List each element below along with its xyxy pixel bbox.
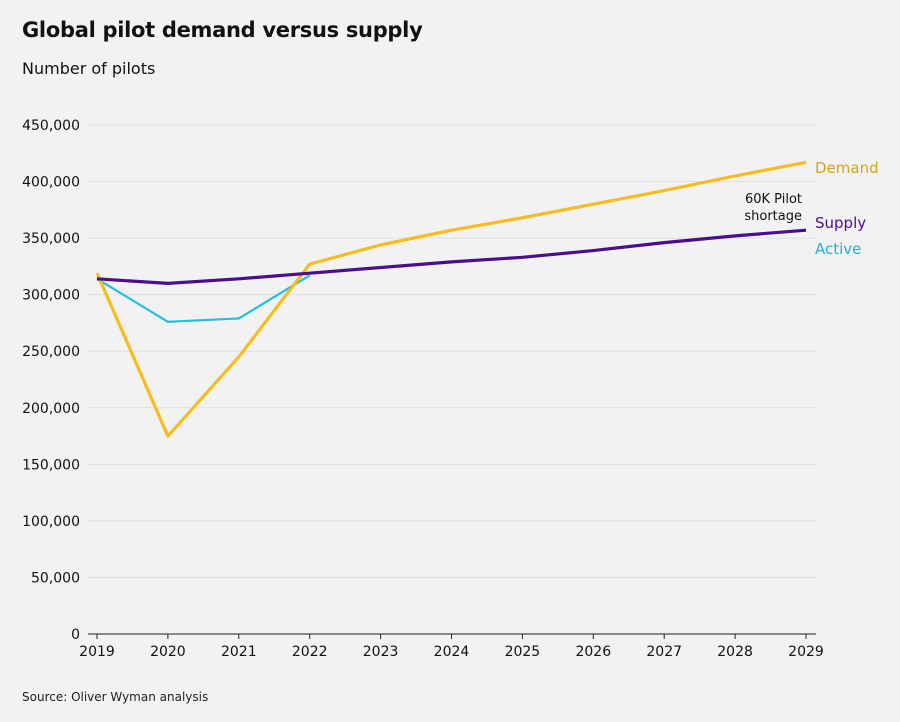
- y-tick-label: 400,000: [22, 175, 80, 191]
- annotation-line1: 60K Pilot: [745, 192, 802, 207]
- x-tick-label: 2023: [363, 644, 399, 660]
- chart-title: Global pilot demand versus supply: [22, 18, 423, 42]
- y-tick-label: 300,000: [22, 288, 80, 304]
- annotation-line2: shortage: [744, 209, 802, 224]
- chart-subtitle: Number of pilots: [22, 59, 156, 78]
- x-tick-label: 2024: [434, 644, 470, 660]
- y-tick-label: 150,000: [22, 457, 80, 473]
- y-tick-label: 250,000: [22, 344, 80, 360]
- y-tick-label: 50,000: [31, 570, 80, 586]
- x-tick-label: 2027: [646, 644, 682, 660]
- x-tick-label: 2019: [79, 644, 115, 660]
- source-note: Source: Oliver Wyman analysis: [22, 690, 209, 704]
- x-tick-label: 2029: [788, 644, 824, 660]
- y-tick-label: 200,000: [22, 401, 80, 417]
- y-tick-label: 350,000: [22, 231, 80, 247]
- x-tick-label: 2026: [575, 644, 611, 660]
- x-tick-label: 2021: [221, 644, 257, 660]
- x-tick-label: 2028: [717, 644, 753, 660]
- series-line-demand: [95, 160, 807, 438]
- legend-label-demand: Demand: [815, 159, 879, 177]
- y-tick-label: 100,000: [22, 514, 80, 530]
- legend-label-active: Active: [815, 240, 861, 258]
- legend-label-supply: Supply: [815, 214, 866, 232]
- y-tick-label: 0: [71, 627, 80, 643]
- x-tick-label: 2020: [150, 644, 186, 660]
- x-tick-label: 2022: [292, 644, 328, 660]
- y-tick-label: 450,000: [22, 118, 80, 134]
- series-line-active: [96, 274, 311, 323]
- x-tick-label: 2025: [505, 644, 541, 660]
